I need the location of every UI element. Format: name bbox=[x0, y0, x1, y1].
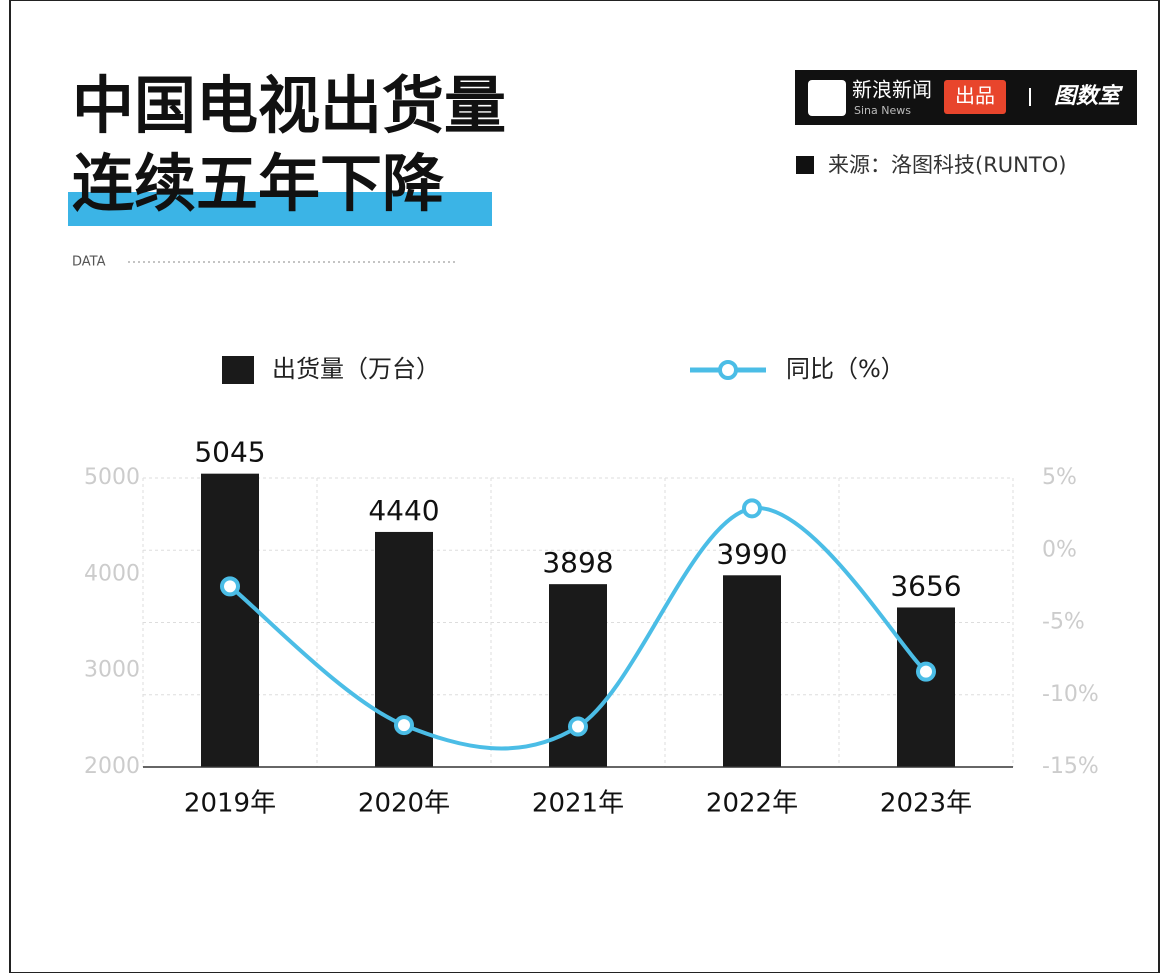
line-marker bbox=[742, 498, 762, 519]
bar-value-label: 3898 bbox=[542, 546, 613, 579]
bar bbox=[201, 473, 259, 767]
y-tick-label: 2000 bbox=[84, 754, 140, 779]
y2-tick-label: 0% bbox=[1042, 537, 1077, 562]
x-tick-label: 2021年 bbox=[532, 789, 624, 819]
y-tick-label: 4000 bbox=[84, 561, 140, 586]
brand-badge: 出品 bbox=[955, 84, 995, 108]
x-tick-label: 2022年 bbox=[706, 789, 798, 819]
bar bbox=[723, 575, 781, 767]
source: 来源：洛图科技(RUNTO) bbox=[828, 153, 1066, 177]
title-highlight bbox=[68, 192, 492, 226]
y-tick-label: 3000 bbox=[84, 658, 140, 683]
y-tick-label: 5000 bbox=[84, 465, 140, 490]
bar-value-label: 5045 bbox=[194, 436, 265, 469]
bar-value-label: 4440 bbox=[368, 494, 439, 527]
line-marker bbox=[568, 716, 588, 737]
title-line1: 中国电视出货量 bbox=[72, 69, 506, 142]
brand-badge-bg bbox=[944, 80, 1006, 114]
y2-tick-label: -5% bbox=[1042, 610, 1085, 635]
y2-tick-label: -10% bbox=[1042, 682, 1099, 707]
line-marker bbox=[916, 661, 936, 682]
x-tick-label: 2019年 bbox=[184, 789, 276, 819]
brand-en: Sina News bbox=[854, 104, 911, 117]
x-tick-label: 2020年 bbox=[358, 789, 450, 819]
title-line2: 连续五年下降 bbox=[72, 147, 444, 220]
legend-label: 同比（%） bbox=[786, 355, 905, 383]
legend-marker bbox=[718, 360, 738, 380]
source-square bbox=[796, 156, 814, 174]
x-tick-label: 2023年 bbox=[880, 789, 972, 819]
line bbox=[228, 506, 928, 751]
bar-value-label: 3990 bbox=[716, 537, 787, 570]
frame bbox=[9, 0, 1160, 973]
brand-cn: 新浪新闻 bbox=[852, 78, 932, 102]
chart: 2000 3000 4000 5000 -15% -10% -5% 0% 5% 出货量（万台） 同比… bbox=[84, 355, 1099, 819]
line-marker bbox=[220, 576, 240, 597]
brand-logo bbox=[808, 80, 846, 116]
brand-partner: 图数室 bbox=[1054, 83, 1124, 109]
bar bbox=[549, 584, 607, 767]
y2-tick-label: -15% bbox=[1042, 754, 1099, 779]
y2-tick-label: 5% bbox=[1042, 465, 1077, 490]
bar-value-label: 3656 bbox=[890, 569, 961, 602]
legend-label: 出货量（万台） bbox=[272, 355, 440, 383]
legend-swatch bbox=[222, 356, 254, 384]
line-marker bbox=[394, 715, 414, 736]
bar bbox=[897, 607, 955, 767]
data-tag: DATA bbox=[72, 255, 106, 270]
legend: 出货量（万台） 同比（%） bbox=[222, 355, 905, 384]
